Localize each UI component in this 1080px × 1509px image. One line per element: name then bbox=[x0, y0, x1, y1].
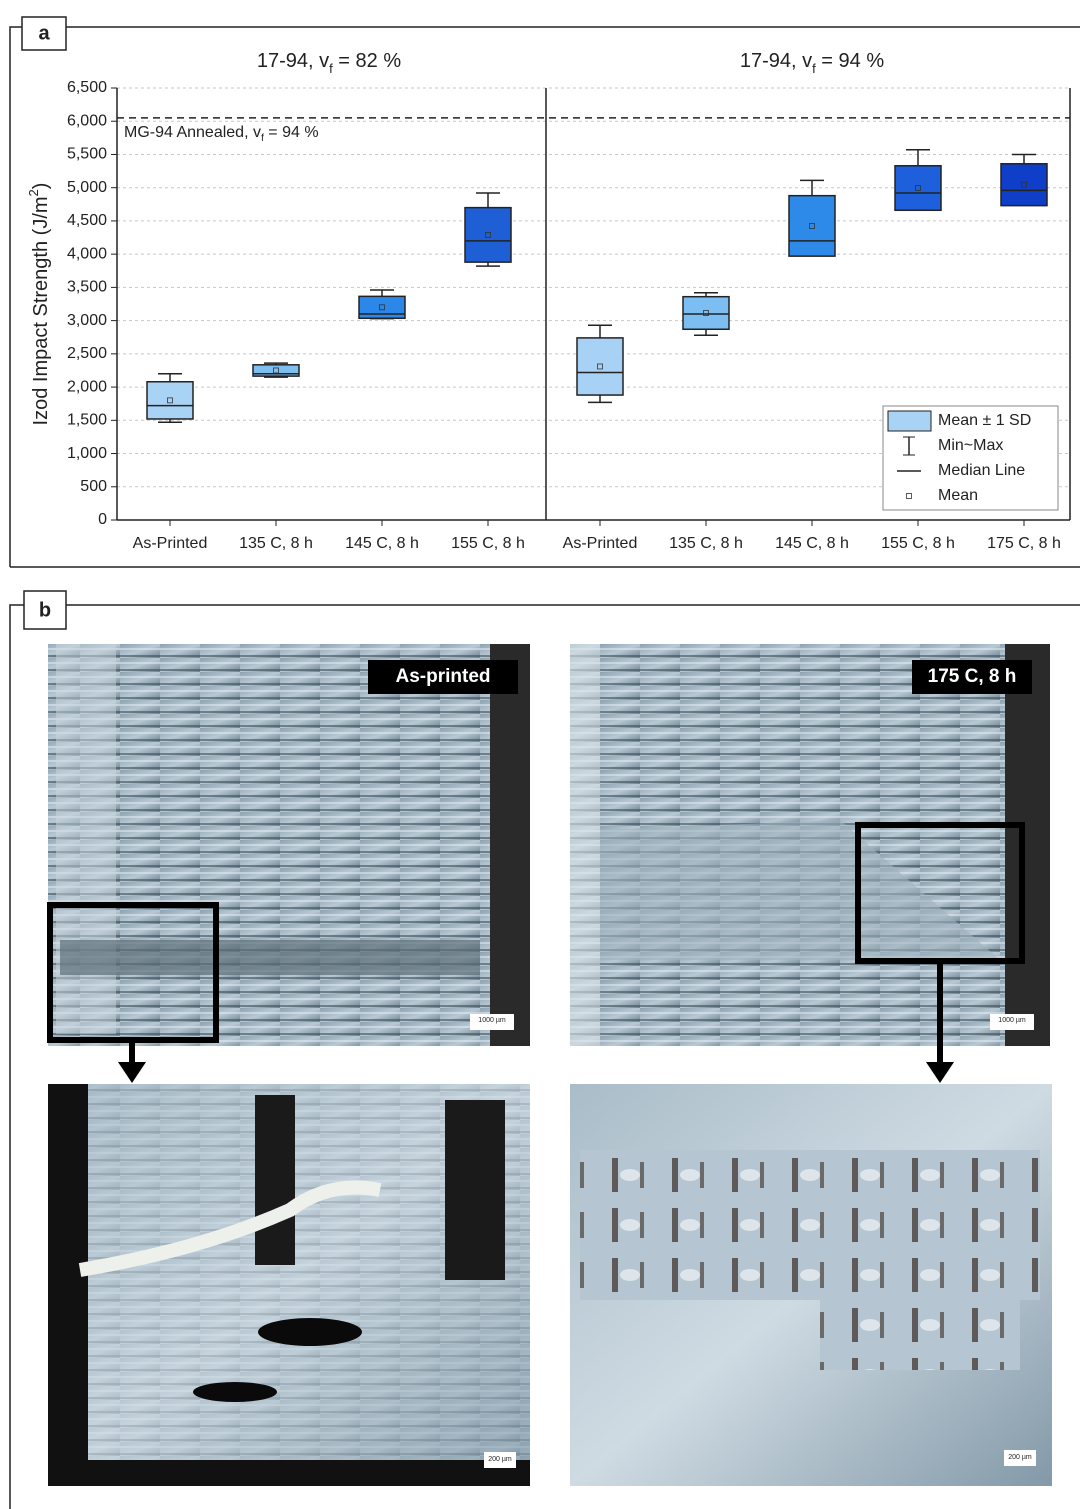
micrograph-label: 175 C, 8 h bbox=[928, 666, 1017, 687]
y-tick-label: 6,000 bbox=[67, 112, 107, 129]
box bbox=[147, 382, 193, 419]
x-tick-label: 135 C, 8 h bbox=[669, 535, 743, 552]
x-tick-label: As-Printed bbox=[133, 535, 208, 552]
box bbox=[683, 297, 729, 330]
y-axis-label-part: Izod Impact Strength (J/m bbox=[30, 196, 52, 425]
box bbox=[1001, 164, 1047, 206]
scale-bar: 200 µm bbox=[488, 1456, 512, 1463]
micrograph-label: As-printed bbox=[396, 666, 491, 687]
y-tick-label: 3,500 bbox=[67, 279, 107, 296]
panel-title: 17-94, vf = 94 % bbox=[740, 50, 884, 76]
y-tick-label: 6,500 bbox=[67, 79, 107, 96]
legend-label: Median Line bbox=[938, 462, 1025, 479]
y-tick-label: 1,000 bbox=[67, 445, 107, 462]
y-tick-label: 2,000 bbox=[67, 378, 107, 395]
scale-bar: 1000 µm bbox=[478, 1017, 506, 1024]
micrograph: As-printed 1000 µm bbox=[48, 644, 530, 1046]
micrograph: 200 µm bbox=[570, 1084, 1052, 1486]
y-axis-label: Izod Impact Strength (J/m2) bbox=[26, 183, 52, 426]
box bbox=[895, 166, 941, 211]
y-tick-label: 2,500 bbox=[67, 345, 107, 362]
x-tick-label: As-Printed bbox=[563, 535, 638, 552]
x-tick-label: 175 C, 8 h bbox=[987, 535, 1061, 552]
panel-title-part: 17-94, v bbox=[740, 50, 812, 72]
y-tick-label: 500 bbox=[80, 478, 107, 495]
x-tick-label: 155 C, 8 h bbox=[451, 535, 525, 552]
y-axis-label-part: 2 bbox=[26, 189, 41, 196]
y-axis-label-part: ) bbox=[30, 183, 52, 190]
panel-title: 17-94, vf = 82 % bbox=[257, 50, 401, 76]
x-tick-label: 145 C, 8 h bbox=[775, 535, 849, 552]
y-tick-label: 1,500 bbox=[67, 412, 107, 429]
legend-label: Mean ± 1 SD bbox=[938, 412, 1031, 429]
box bbox=[465, 208, 511, 262]
y-tick-label: 5,000 bbox=[67, 179, 107, 196]
box bbox=[577, 338, 623, 395]
y-tick-label: 4,500 bbox=[67, 212, 107, 229]
legend-label: Min~Max bbox=[938, 437, 1003, 454]
reference-label-part: MG-94 Annealed, v bbox=[124, 124, 261, 141]
y-tick-label: 5,500 bbox=[67, 146, 107, 163]
y-tick-label: 4,000 bbox=[67, 245, 107, 262]
scale-bar: 1000 µm bbox=[998, 1017, 1026, 1024]
micrograph: 175 C, 8 h 1000 µm bbox=[570, 644, 1050, 1046]
box bbox=[789, 196, 835, 256]
panel-title-part: = 94 % bbox=[816, 50, 885, 72]
scale-bar: 200 µm bbox=[1008, 1454, 1032, 1461]
box bbox=[359, 296, 405, 318]
figure: a b As-printed 1000 µm 175 C, 8 h 1000 µ… bbox=[0, 0, 1080, 1509]
y-tick-label: 3,000 bbox=[67, 312, 107, 329]
panel-title-part: = 82 % bbox=[333, 50, 402, 72]
legend-label: Mean bbox=[938, 487, 978, 504]
panel-label: b bbox=[39, 599, 51, 621]
panel-title-part: 17-94, v bbox=[257, 50, 329, 72]
reference-label-part: = 94 % bbox=[264, 124, 319, 141]
reference-label: MG-94 Annealed, vf = 94 % bbox=[124, 124, 319, 144]
y-tick-label: 0 bbox=[98, 511, 107, 528]
legend-swatch bbox=[888, 411, 931, 431]
x-tick-label: 135 C, 8 h bbox=[239, 535, 313, 552]
micrograph: 200 µm bbox=[48, 1084, 530, 1486]
x-tick-label: 145 C, 8 h bbox=[345, 535, 419, 552]
panel-label: a bbox=[38, 22, 50, 44]
x-tick-label: 155 C, 8 h bbox=[881, 535, 955, 552]
